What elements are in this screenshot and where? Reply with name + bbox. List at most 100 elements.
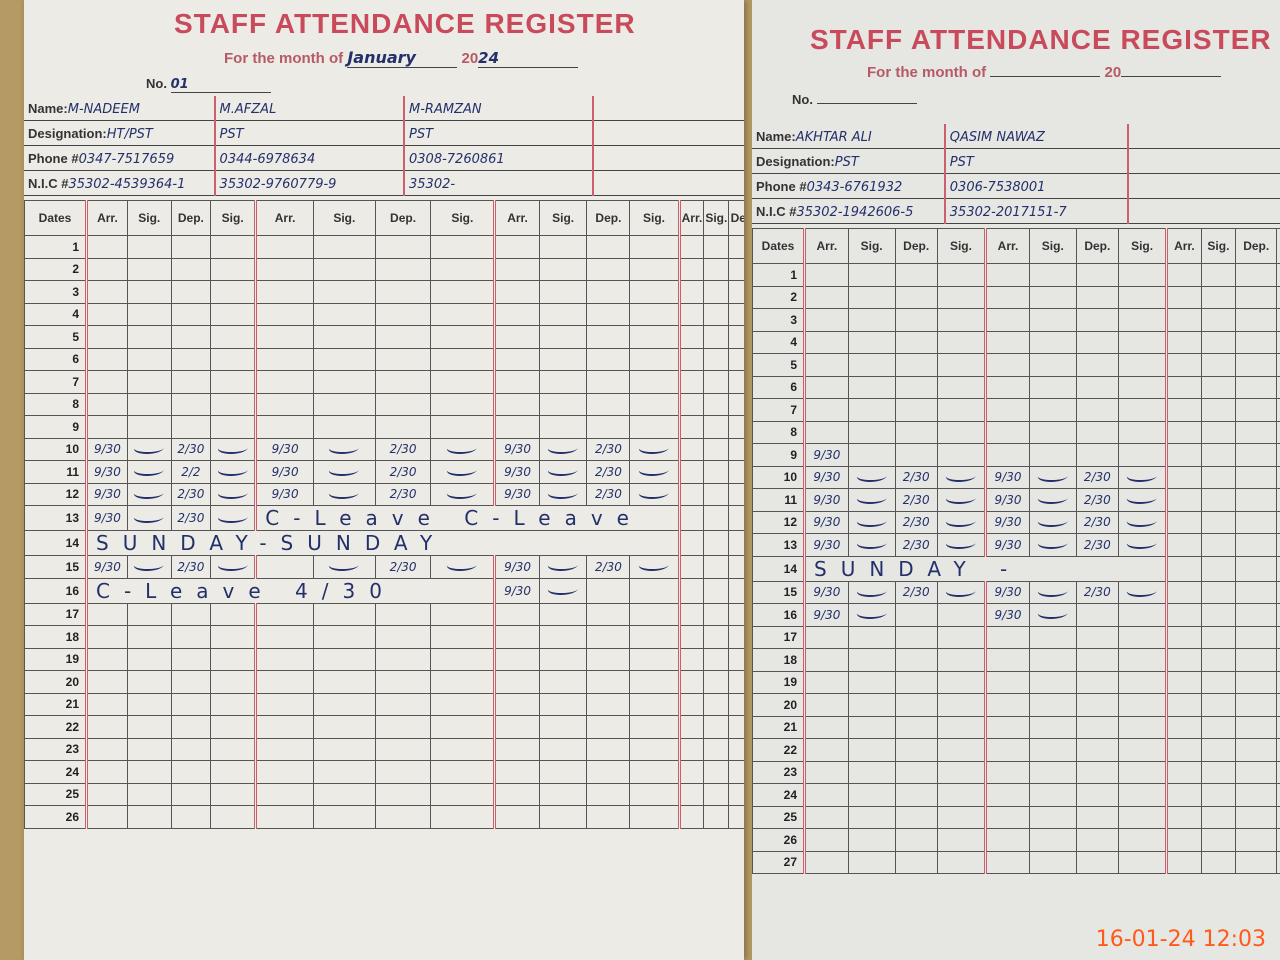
attendance-cell[interactable] [374, 415, 432, 439]
attendance-cell[interactable] [629, 302, 680, 326]
attendance-cell[interactable]: 2/30 [894, 533, 938, 557]
attendance-cell[interactable] [210, 805, 257, 829]
attendance-cell[interactable] [1200, 715, 1237, 739]
attendance-cell[interactable] [254, 715, 314, 739]
attendance-cell[interactable] [1117, 353, 1168, 377]
attendance-cell[interactable] [1075, 330, 1119, 354]
attendance-cell[interactable] [1075, 625, 1119, 649]
attendance-cell[interactable] [984, 375, 1030, 399]
attendance-cell[interactable] [1165, 738, 1202, 762]
attendance-cell[interactable] [538, 715, 588, 739]
attendance-cell[interactable] [374, 782, 432, 806]
attendance-cell[interactable] [586, 625, 631, 649]
attendance-cell[interactable] [374, 235, 432, 259]
attendance-cell[interactable] [677, 715, 705, 739]
attendance-cell[interactable]: 9/30 [984, 533, 1030, 557]
attendance-cell[interactable] [1200, 353, 1237, 377]
attendance-cell[interactable] [703, 530, 730, 556]
attendance-cell[interactable] [984, 828, 1030, 852]
attendance-cell[interactable] [894, 805, 938, 829]
attendance-cell[interactable] [430, 325, 496, 349]
attendance-cell[interactable] [586, 415, 631, 439]
attendance-cell[interactable] [254, 302, 314, 326]
attendance-cell[interactable] [728, 482, 744, 506]
attendance-cell[interactable] [374, 325, 432, 349]
attendance-cell[interactable] [1028, 760, 1077, 784]
attendance-cell[interactable] [254, 692, 314, 716]
attendance-cell[interactable] [728, 760, 744, 784]
attendance-cell[interactable] [1200, 263, 1237, 287]
attendance-cell[interactable] [1276, 375, 1280, 399]
attendance-cell[interactable] [1235, 510, 1278, 534]
attendance-cell[interactable] [803, 648, 849, 672]
attendance-cell[interactable]: 2/30 [586, 555, 631, 579]
attendance-cell[interactable]: 2/30 [894, 580, 938, 604]
attendance-cell[interactable] [703, 805, 730, 829]
attendance-cell[interactable] [894, 285, 938, 309]
attendance-cell[interactable] [677, 257, 705, 281]
attendance-cell[interactable]: 9/30 [803, 488, 849, 512]
attendance-cell[interactable] [847, 715, 896, 739]
attendance-cell[interactable] [1276, 580, 1280, 604]
attendance-cell[interactable]: 2/30 [1075, 533, 1119, 557]
attendance-cell[interactable] [85, 257, 128, 281]
attendance-cell[interactable] [1235, 533, 1278, 557]
attendance-cell[interactable] [170, 257, 212, 281]
attendance-cell[interactable] [1117, 648, 1168, 672]
attendance-cell[interactable] [312, 692, 376, 716]
attendance-cell[interactable] [1075, 693, 1119, 717]
attendance-cell[interactable]: 2/30 [374, 555, 432, 579]
attendance-cell[interactable] [1200, 828, 1237, 852]
attendance-cell[interactable] [538, 482, 588, 506]
attendance-cell[interactable] [1028, 398, 1077, 422]
attendance-cell[interactable] [170, 647, 212, 671]
attendance-cell[interactable]: 9/30 [803, 443, 849, 467]
attendance-cell[interactable] [728, 392, 744, 416]
attendance-cell[interactable] [1276, 353, 1280, 377]
attendance-cell[interactable] [126, 257, 172, 281]
attendance-cell[interactable]: 2/30 [170, 505, 212, 531]
attendance-cell[interactable] [629, 577, 680, 604]
attendance-cell[interactable] [936, 308, 987, 332]
attendance-cell[interactable]: 9/30 [803, 533, 849, 557]
attendance-cell[interactable]: 2/30 [894, 465, 938, 489]
attendance-cell[interactable] [677, 647, 705, 671]
attendance-cell[interactable] [894, 353, 938, 377]
attendance-cell[interactable] [493, 625, 540, 649]
attendance-cell[interactable] [126, 460, 172, 484]
attendance-cell[interactable] [1276, 625, 1280, 649]
attendance-cell[interactable] [312, 257, 376, 281]
attendance-cell[interactable] [894, 648, 938, 672]
attendance-cell[interactable] [85, 692, 128, 716]
attendance-cell[interactable] [538, 625, 588, 649]
attendance-cell[interactable] [1117, 715, 1168, 739]
attendance-cell[interactable] [677, 692, 705, 716]
attendance-cell[interactable] [1276, 420, 1280, 444]
attendance-cell[interactable] [1028, 670, 1077, 694]
attendance-cell[interactable] [629, 437, 680, 461]
attendance-cell[interactable] [677, 460, 705, 484]
attendance-cell[interactable] [894, 420, 938, 444]
attendance-cell[interactable] [1200, 375, 1237, 399]
attendance-cell[interactable] [1165, 670, 1202, 694]
attendance-cell[interactable] [1165, 353, 1202, 377]
attendance-cell[interactable] [847, 488, 896, 512]
attendance-cell[interactable] [1200, 398, 1237, 422]
attendance-cell[interactable] [1200, 783, 1237, 807]
attendance-cell[interactable] [894, 850, 938, 874]
attendance-cell[interactable] [894, 783, 938, 807]
attendance-cell[interactable] [1165, 375, 1202, 399]
attendance-cell[interactable] [1235, 398, 1278, 422]
attendance-cell[interactable] [1117, 285, 1168, 309]
attendance-cell[interactable] [493, 692, 540, 716]
attendance-cell[interactable] [803, 850, 849, 874]
attendance-cell[interactable] [430, 715, 496, 739]
attendance-cell[interactable] [728, 782, 744, 806]
attendance-cell[interactable] [210, 302, 257, 326]
attendance-cell[interactable] [1075, 805, 1119, 829]
attendance-cell[interactable] [1276, 603, 1280, 627]
attendance-cell[interactable] [312, 670, 376, 694]
attendance-cell[interactable] [936, 625, 987, 649]
attendance-cell[interactable] [1075, 670, 1119, 694]
attendance-cell[interactable] [1028, 285, 1077, 309]
